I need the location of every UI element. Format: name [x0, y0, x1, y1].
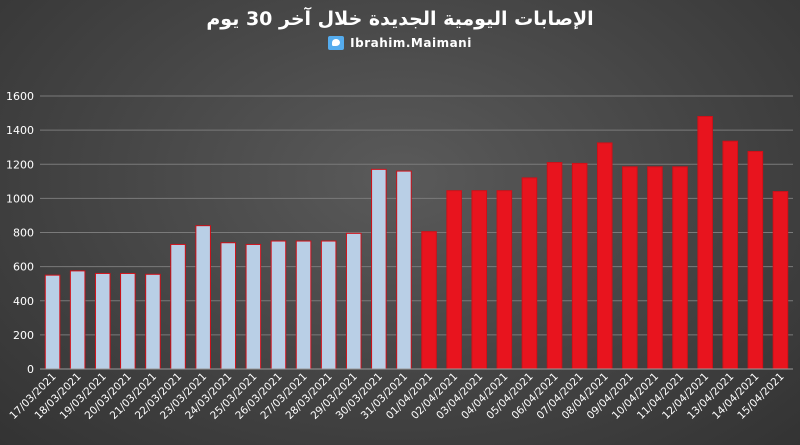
bar	[295, 240, 312, 370]
bar	[245, 243, 262, 370]
bar	[446, 190, 462, 370]
y-tick-label: 400	[13, 295, 34, 308]
bar	[220, 242, 237, 370]
bar	[571, 162, 588, 370]
y-tick-label: 1600	[6, 90, 34, 103]
bar	[672, 166, 688, 370]
y-tick-label: 600	[13, 261, 34, 274]
bar	[44, 274, 61, 370]
y-tick-label: 1200	[6, 158, 34, 171]
y-tick-label: 200	[13, 329, 34, 342]
bar	[69, 270, 86, 370]
bar	[145, 273, 161, 370]
x-tick-labels: 17/03/202118/03/202119/03/202120/03/2021…	[7, 371, 786, 422]
bar	[496, 190, 513, 370]
bar	[722, 140, 739, 370]
bars	[44, 115, 789, 370]
bar	[195, 225, 211, 370]
bar	[170, 243, 186, 370]
bar	[546, 162, 563, 370]
bar	[371, 168, 387, 370]
bar	[421, 231, 437, 370]
bar	[120, 272, 136, 370]
bar	[521, 177, 538, 370]
bar	[471, 190, 488, 370]
bar	[94, 272, 111, 370]
y-tick-label: 1000	[6, 192, 34, 205]
chart-title: الإصابات اليومية الجديدة خلال آخر 30 يوم	[206, 8, 594, 30]
bar	[270, 240, 287, 370]
gridlines	[40, 95, 793, 370]
bar	[396, 170, 412, 370]
twitter-icon	[328, 36, 345, 50]
bar	[345, 232, 362, 370]
bar	[697, 115, 713, 370]
bar	[622, 166, 638, 370]
credit-text: Ibrahim.Maimani	[350, 36, 472, 50]
bar	[772, 191, 789, 370]
y-tick-label: 0	[27, 363, 34, 376]
y-tick-labels: 0 200 400 600 800 1000 1200 1400 1600	[6, 90, 34, 376]
y-tick-label: 1400	[6, 124, 34, 137]
y-tick-label: 800	[13, 227, 34, 240]
bar	[596, 142, 613, 370]
credit: Ibrahim.Maimani	[0, 36, 800, 50]
bar	[320, 240, 337, 370]
bar	[647, 166, 663, 370]
bar	[747, 150, 764, 370]
